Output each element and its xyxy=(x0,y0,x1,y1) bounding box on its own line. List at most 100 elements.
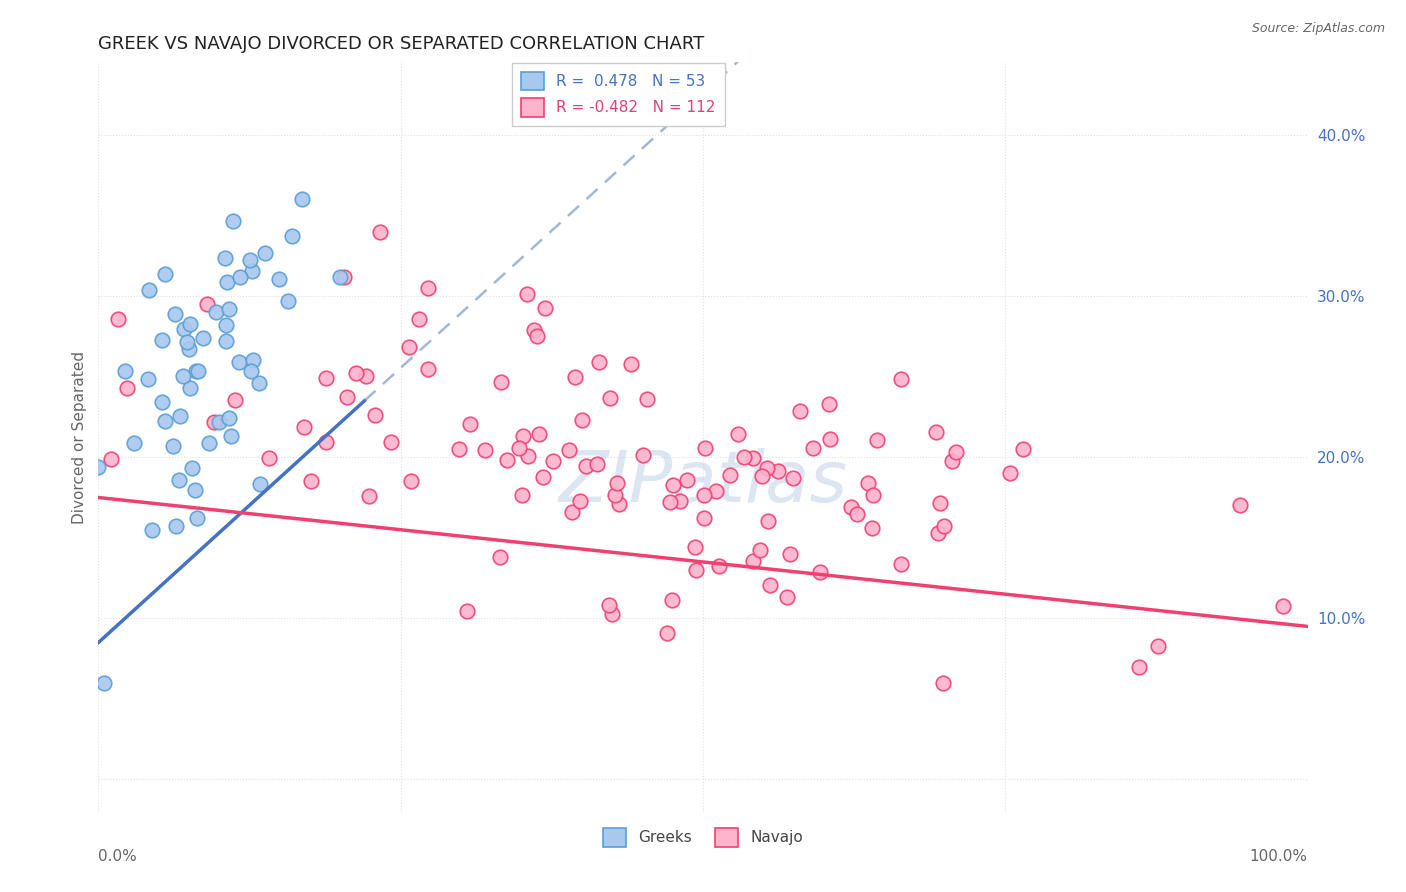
Point xyxy=(637,392,659,407)
Point xyxy=(399,474,422,488)
Point xyxy=(527,427,550,442)
Point xyxy=(571,413,593,427)
Point xyxy=(93,675,115,690)
Point xyxy=(458,417,481,431)
Point xyxy=(606,475,628,490)
Point xyxy=(603,487,626,501)
Point xyxy=(115,381,138,395)
Point xyxy=(364,408,387,422)
Point xyxy=(508,441,530,455)
Point xyxy=(1147,639,1170,653)
Point xyxy=(215,276,238,290)
Point xyxy=(224,393,246,408)
Point xyxy=(162,439,184,453)
Point xyxy=(239,252,262,267)
Legend: Greeks, Navajo: Greeks, Navajo xyxy=(598,822,808,853)
Point xyxy=(658,495,681,509)
Point xyxy=(152,395,174,409)
Point xyxy=(631,448,654,462)
Point xyxy=(758,577,780,591)
Point xyxy=(541,454,564,468)
Point xyxy=(488,549,510,564)
Point xyxy=(932,675,955,690)
Point xyxy=(257,450,280,465)
Point xyxy=(742,554,765,568)
Point xyxy=(516,449,538,463)
Point xyxy=(172,369,194,384)
Point xyxy=(354,368,377,383)
Point xyxy=(1272,599,1295,613)
Point xyxy=(153,414,176,428)
Point xyxy=(242,352,264,367)
Point xyxy=(586,457,609,471)
Point xyxy=(214,334,236,348)
Point xyxy=(202,415,225,429)
Point xyxy=(177,343,200,357)
Point xyxy=(1011,442,1033,457)
Point xyxy=(114,364,136,378)
Point xyxy=(890,557,912,571)
Point xyxy=(187,364,209,378)
Text: ZIPatlas: ZIPatlas xyxy=(558,448,848,516)
Point xyxy=(398,341,420,355)
Point xyxy=(136,372,159,386)
Point xyxy=(1000,467,1022,481)
Point xyxy=(866,433,889,447)
Point xyxy=(269,272,291,286)
Point xyxy=(141,523,163,537)
Point xyxy=(1128,660,1150,674)
Point xyxy=(661,592,683,607)
Point xyxy=(418,281,440,295)
Point xyxy=(173,322,195,336)
Point xyxy=(456,604,478,618)
Point xyxy=(346,366,368,380)
Y-axis label: Divorced or Separated: Divorced or Separated xyxy=(72,351,87,524)
Point xyxy=(179,317,201,331)
Point xyxy=(748,542,770,557)
Point xyxy=(655,625,678,640)
Point xyxy=(782,471,804,485)
Point xyxy=(533,470,555,484)
Point xyxy=(357,489,380,503)
Point xyxy=(218,301,240,316)
Point xyxy=(222,214,245,228)
Point xyxy=(299,475,322,489)
Point xyxy=(727,427,749,442)
Point xyxy=(122,435,145,450)
Point xyxy=(599,391,621,405)
Point xyxy=(839,500,862,514)
Point xyxy=(228,270,250,285)
Point xyxy=(516,286,538,301)
Point xyxy=(561,505,583,519)
Point xyxy=(291,193,314,207)
Point xyxy=(598,598,620,612)
Point xyxy=(336,391,359,405)
Point xyxy=(925,425,948,439)
Point xyxy=(186,364,208,378)
Point xyxy=(1229,499,1251,513)
Point xyxy=(945,445,967,459)
Point xyxy=(167,473,190,487)
Point xyxy=(87,460,110,475)
Point xyxy=(704,483,727,498)
Point xyxy=(107,311,129,326)
Point xyxy=(179,381,201,395)
Point xyxy=(523,323,546,337)
Point xyxy=(198,435,221,450)
Point xyxy=(685,563,707,577)
Point xyxy=(588,355,610,369)
Point xyxy=(247,376,270,390)
Point xyxy=(218,411,240,425)
Point xyxy=(575,458,598,473)
Point xyxy=(941,454,963,468)
Point xyxy=(801,442,824,456)
Point xyxy=(208,415,231,429)
Point xyxy=(526,329,548,343)
Point xyxy=(292,420,315,434)
Point xyxy=(100,452,122,467)
Point xyxy=(776,590,799,604)
Point xyxy=(662,478,685,492)
Point xyxy=(474,442,496,457)
Point xyxy=(332,270,354,285)
Point xyxy=(858,476,880,491)
